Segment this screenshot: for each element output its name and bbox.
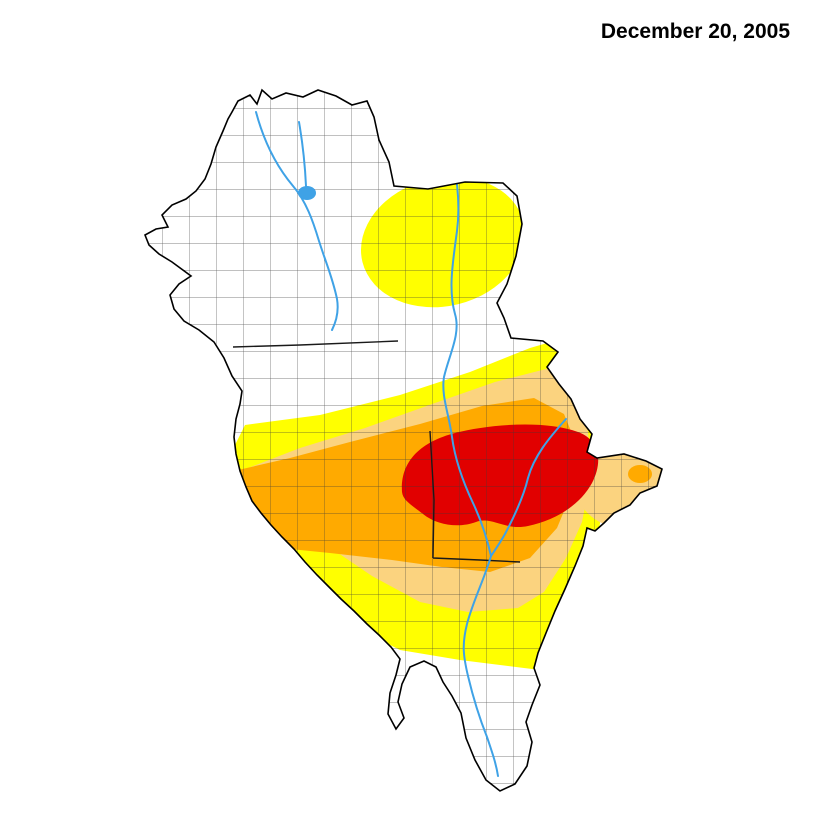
river-segment-south [462,555,499,777]
lake [298,186,316,200]
state-boundary-lines [232,340,521,563]
river-segment-north-stream [298,121,307,187]
river-segment-west [255,111,339,331]
county-grid [145,90,662,791]
river-segment-east-tributary [490,418,567,557]
date-title: December 20, 2005 [600,20,790,43]
river-segment-main [442,138,492,557]
